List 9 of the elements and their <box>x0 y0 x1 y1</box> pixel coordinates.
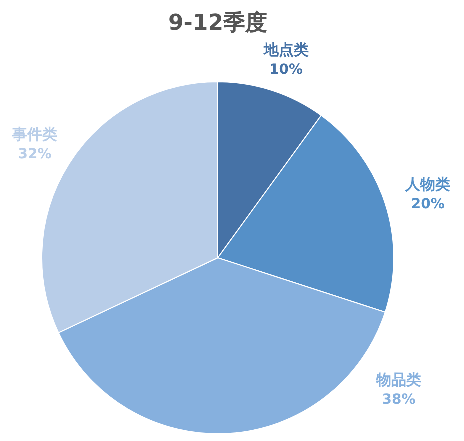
slice-label: 物品类 <box>376 370 422 389</box>
data-label: 20% <box>411 196 445 213</box>
slice-label: 人物类 <box>404 176 451 194</box>
data-label: 10% <box>270 62 304 78</box>
chart-title: 9-12季度 <box>168 10 268 36</box>
data-label: 38% <box>382 392 416 408</box>
slice-label: 地点类 <box>262 41 309 59</box>
slice-label: 事件类 <box>12 126 58 144</box>
data-label: 32% <box>18 146 52 163</box>
